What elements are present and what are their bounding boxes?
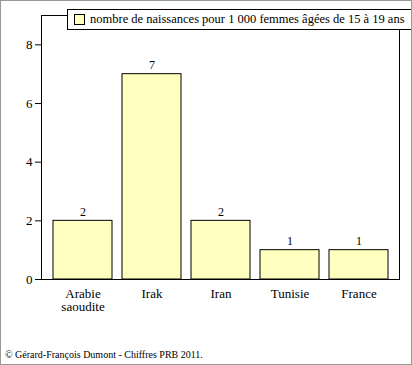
svg-text:Arabiesaoudite: Arabiesaoudite <box>61 286 105 314</box>
svg-text:2: 2 <box>218 205 224 219</box>
svg-text:1: 1 <box>356 234 362 248</box>
svg-text:4: 4 <box>26 154 33 169</box>
svg-text:2: 2 <box>26 213 33 228</box>
svg-text:1: 1 <box>287 234 293 248</box>
svg-text:8: 8 <box>26 37 33 52</box>
svg-text:Irak: Irak <box>142 286 163 301</box>
html-text:nombre de naissances pour 1 00: nombre de naissances pour 1 000 femmes â… <box>90 12 405 26</box>
svg-text:2: 2 <box>80 205 86 219</box>
svg-text:France: France <box>341 286 377 301</box>
svg-text:0: 0 <box>26 272 33 287</box>
svg-text:Tunisie: Tunisie <box>271 286 310 301</box>
svg-text:6: 6 <box>26 96 33 111</box>
svg-text:Iran: Iran <box>211 286 232 301</box>
svg-text:7: 7 <box>149 58 155 72</box>
html-text:© Gérard-François Dumont - Chi: © Gérard-François Dumont - Chiffres PRB … <box>5 349 203 360</box>
